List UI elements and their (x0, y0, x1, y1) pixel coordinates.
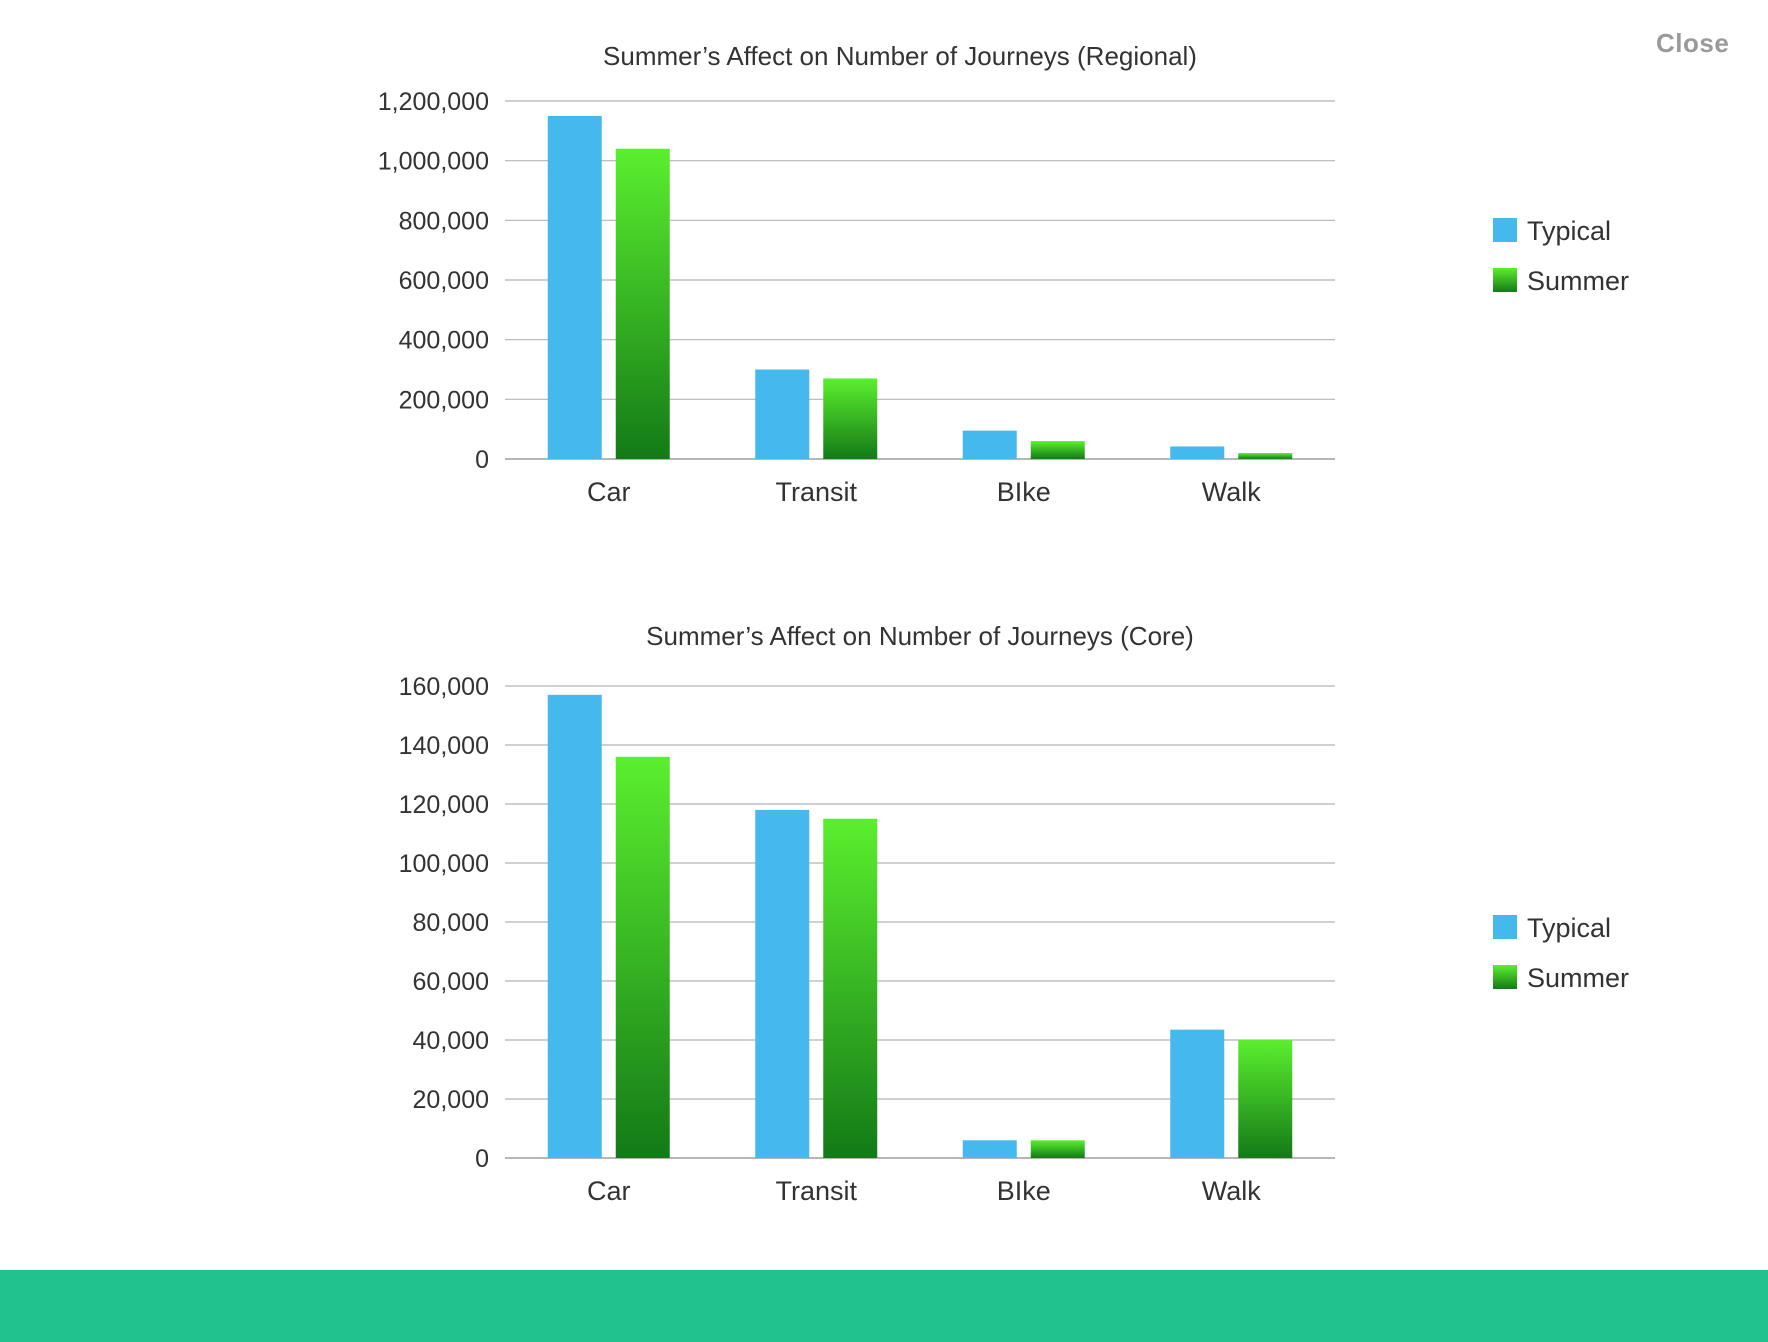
bar-summer-transit (823, 818, 878, 1158)
legend-swatch-typical (1493, 218, 1517, 242)
bar-typical-transit (755, 809, 810, 1158)
bar-typical-transit (755, 369, 810, 459)
bar-summer-bike (1030, 1140, 1085, 1158)
y-tick-label: 400,000 (399, 327, 489, 355)
x-category-label: Walk (1202, 477, 1261, 507)
x-category-label: Walk (1202, 1176, 1261, 1206)
bar-summer-walk (1238, 453, 1293, 459)
bar-typical-bike (962, 430, 1017, 459)
legend-label: Summer (1527, 963, 1629, 993)
bar-typical-car (547, 694, 602, 1158)
bar-typical-car (547, 115, 602, 460)
legend-label: Typical (1527, 913, 1611, 943)
y-tick-label: 0 (475, 1145, 489, 1173)
y-tick-label: 800,000 (399, 207, 489, 235)
y-tick-label: 1,200,000 (378, 88, 489, 116)
close-button[interactable]: Close (1656, 28, 1730, 58)
y-tick-label: 80,000 (413, 909, 489, 937)
y-tick-label: 0 (475, 446, 489, 474)
regional-chart: Summer’s Affect on Number of Journeys (R… (378, 41, 1629, 507)
y-tick-label: 20,000 (413, 1086, 489, 1114)
y-tick-label: 1,000,000 (378, 148, 489, 176)
y-tick-label: 160,000 (399, 673, 489, 701)
legend-label: Typical (1527, 216, 1611, 246)
y-tick-label: 100,000 (399, 850, 489, 878)
y-tick-label: 40,000 (413, 1027, 489, 1055)
x-category-label: Transit (775, 1176, 857, 1206)
bar-summer-transit (823, 378, 878, 459)
bar-summer-car (615, 756, 670, 1158)
y-tick-label: 600,000 (399, 267, 489, 295)
x-category-label: Car (587, 1176, 631, 1206)
bar-summer-walk (1238, 1040, 1293, 1158)
y-tick-label: 60,000 (413, 968, 489, 996)
legend-swatch-summer (1493, 268, 1517, 292)
bar-typical-bike (962, 1140, 1017, 1158)
chart-title: Summer’s Affect on Number of Journeys (R… (603, 41, 1197, 71)
y-tick-label: 140,000 (399, 732, 489, 760)
x-category-label: Car (587, 477, 631, 507)
footer-bar (0, 1270, 1768, 1342)
legend-label: Summer (1527, 266, 1629, 296)
bar-typical-walk (1170, 1029, 1225, 1158)
x-category-label: BIke (997, 477, 1051, 507)
y-tick-label: 200,000 (399, 386, 489, 414)
core-chart: Summer’s Affect on Number of Journeys (C… (399, 621, 1629, 1206)
legend-swatch-typical (1493, 915, 1517, 939)
legend-swatch-summer (1493, 965, 1517, 989)
x-category-label: Transit (775, 477, 857, 507)
x-category-label: BIke (997, 1176, 1051, 1206)
bar-summer-car (615, 148, 670, 459)
chart-title: Summer’s Affect on Number of Journeys (C… (646, 621, 1194, 651)
bar-summer-bike (1030, 441, 1085, 459)
y-tick-label: 120,000 (399, 791, 489, 819)
bar-typical-walk (1170, 446, 1225, 459)
